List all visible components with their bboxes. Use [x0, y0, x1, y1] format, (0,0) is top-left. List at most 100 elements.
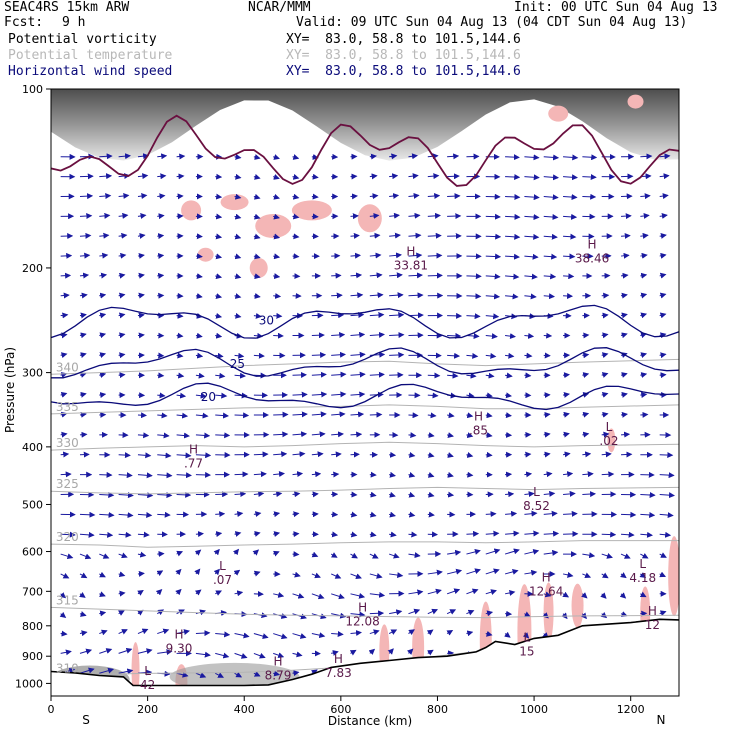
x-tick-label: 200 [137, 703, 158, 716]
wind-vector [157, 511, 171, 518]
wind-vector [118, 629, 128, 635]
wind-vector [157, 213, 165, 220]
x-tick-label: 0 [48, 703, 55, 716]
wind-vector [485, 610, 494, 617]
wind-vector [505, 510, 518, 517]
wind-vector [543, 591, 552, 598]
wind-vector [447, 173, 460, 180]
wind-vector [387, 648, 394, 655]
wind-vector [311, 451, 324, 458]
wind-vector [485, 451, 493, 458]
pv-column-lower [131, 642, 140, 696]
extremum-type: L [606, 420, 613, 434]
wind-vector [79, 272, 90, 279]
wind-vector [524, 548, 540, 555]
wind-vector [118, 372, 126, 379]
extremum-type: H [474, 410, 483, 424]
wind-vector [368, 648, 376, 655]
wind-vector [505, 352, 515, 359]
wind-vector [137, 551, 147, 558]
wind-vector [60, 272, 72, 279]
wind-vector [232, 548, 240, 556]
extremum-value: 8.52 [523, 499, 550, 513]
wind-vector [137, 628, 149, 635]
wind-vector [350, 411, 365, 418]
isentrope-label: 310 [56, 662, 79, 676]
wind-vector [659, 472, 675, 479]
wind-vector [215, 531, 223, 538]
wind-vector [485, 548, 501, 555]
wind-vector [330, 552, 338, 558]
wind-vector [194, 568, 201, 576]
wind-vector [331, 411, 346, 418]
model-title: SEAC4RS 15km ARW [4, 0, 130, 15]
wind-vector [601, 431, 610, 438]
wind-vector [389, 312, 405, 319]
wind-vector [582, 411, 590, 418]
wind-vector [389, 292, 404, 299]
pv-patch-upper [291, 200, 332, 221]
wind-vector [524, 352, 533, 359]
wind-vector [543, 154, 560, 161]
pv-patch-upper [255, 213, 292, 238]
contour-layer [51, 114, 679, 696]
wind-vector [447, 372, 459, 379]
wind-vector [640, 212, 650, 219]
isentrope-label: 325 [56, 477, 79, 491]
wind-vector [273, 491, 283, 498]
wind-vector [543, 451, 551, 458]
wind-vector [118, 352, 126, 359]
wind-vector [292, 511, 300, 518]
wind-vector [157, 472, 173, 479]
wind-vector [253, 652, 266, 659]
wind-vector [176, 332, 184, 339]
wind-vector [640, 352, 648, 359]
wind-vector [79, 553, 92, 560]
wind-vector [620, 572, 627, 579]
wind-vector [157, 252, 165, 259]
wind-vector [253, 213, 261, 220]
wind-vector [331, 451, 342, 458]
wind-vector [640, 153, 653, 160]
y-tick-label: 400 [22, 441, 43, 454]
wind-vector [234, 293, 242, 299]
wind-vector [176, 153, 186, 160]
org-label: NCAR/MMM [248, 0, 311, 15]
wind-vector [99, 667, 115, 674]
wind-vector [447, 193, 461, 200]
wind-vector [504, 631, 511, 638]
isentrope-label: 320 [56, 530, 79, 544]
wind-vector [234, 173, 242, 180]
wind-vector [99, 629, 108, 636]
wind-vector [195, 372, 205, 379]
wind-vector [524, 293, 537, 300]
wind-vector [234, 193, 242, 200]
wind-vector [369, 212, 380, 219]
extremum-value: 15 [519, 644, 534, 658]
wind-vector [99, 492, 115, 498]
extremum-value: 38.46 [575, 252, 609, 266]
wind-vector [427, 392, 439, 399]
wind-vector [408, 252, 423, 259]
wind-vector [79, 572, 88, 579]
wind-vector [524, 530, 540, 537]
wind-vector [466, 530, 480, 537]
wind-vector [118, 232, 128, 239]
wind-vector [446, 452, 454, 458]
wind-vector [118, 647, 133, 654]
isentrope-line [51, 441, 679, 451]
wind-vector [157, 412, 168, 419]
wind-vector [99, 173, 113, 180]
wind-vector [99, 272, 108, 279]
extremum-value: .85 [469, 424, 488, 438]
wind-vector [137, 589, 144, 596]
wind-vector [543, 214, 559, 221]
wind-vector [466, 548, 481, 555]
wind-vector [640, 312, 648, 319]
wind-vector [563, 372, 570, 379]
wind-vector [427, 192, 441, 199]
wind-vector [234, 233, 242, 240]
wind-vector [466, 452, 474, 458]
wind-vector [485, 432, 493, 439]
wind-vector [253, 451, 269, 458]
